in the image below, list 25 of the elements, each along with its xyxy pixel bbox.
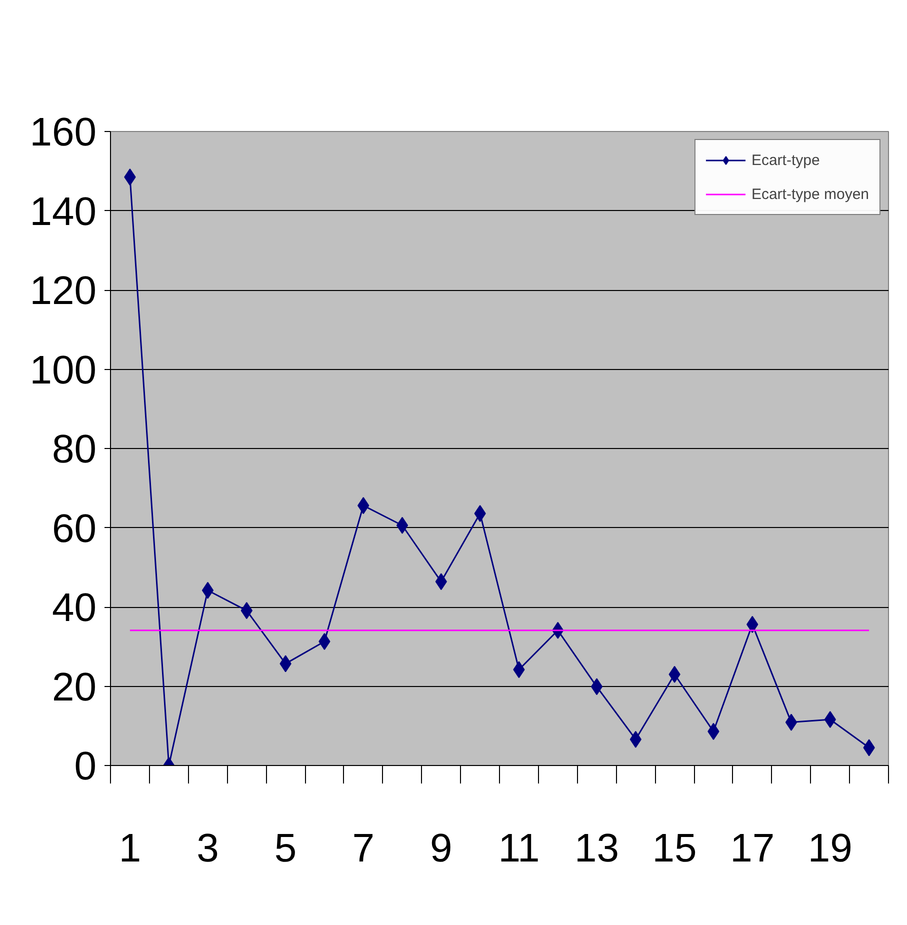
legend-label: Ecart-type moyen [751,186,869,202]
y-tick-label: 0 [74,744,97,788]
legend-label: Ecart-type [751,152,820,168]
x-tick-label: 5 [274,826,297,870]
x-tick-label: 13 [574,826,620,870]
y-tick-label: 100 [30,348,97,392]
point [202,582,214,599]
x-tick-label: 15 [652,826,697,870]
y-tick-label: 20 [52,665,97,710]
x-tick-label: 7 [352,826,374,870]
y-tick-label: 40 [52,586,97,630]
y-tick-label: 160 [30,110,97,154]
x-tick-label: 9 [430,826,452,870]
y-tick-label: 80 [52,428,97,472]
y-tick-label: 60 [52,506,97,551]
x-tick-label: 3 [196,826,219,870]
point [590,678,603,696]
point [396,516,408,534]
y-tick-label: 140 [30,190,97,234]
x-tick-label: 17 [730,826,775,870]
y-tick-label: 120 [30,269,97,313]
x-tick-label: 19 [808,826,852,870]
x-tick-label: 11 [498,826,540,870]
point [785,714,798,731]
x-tick-label: 1 [118,826,142,870]
